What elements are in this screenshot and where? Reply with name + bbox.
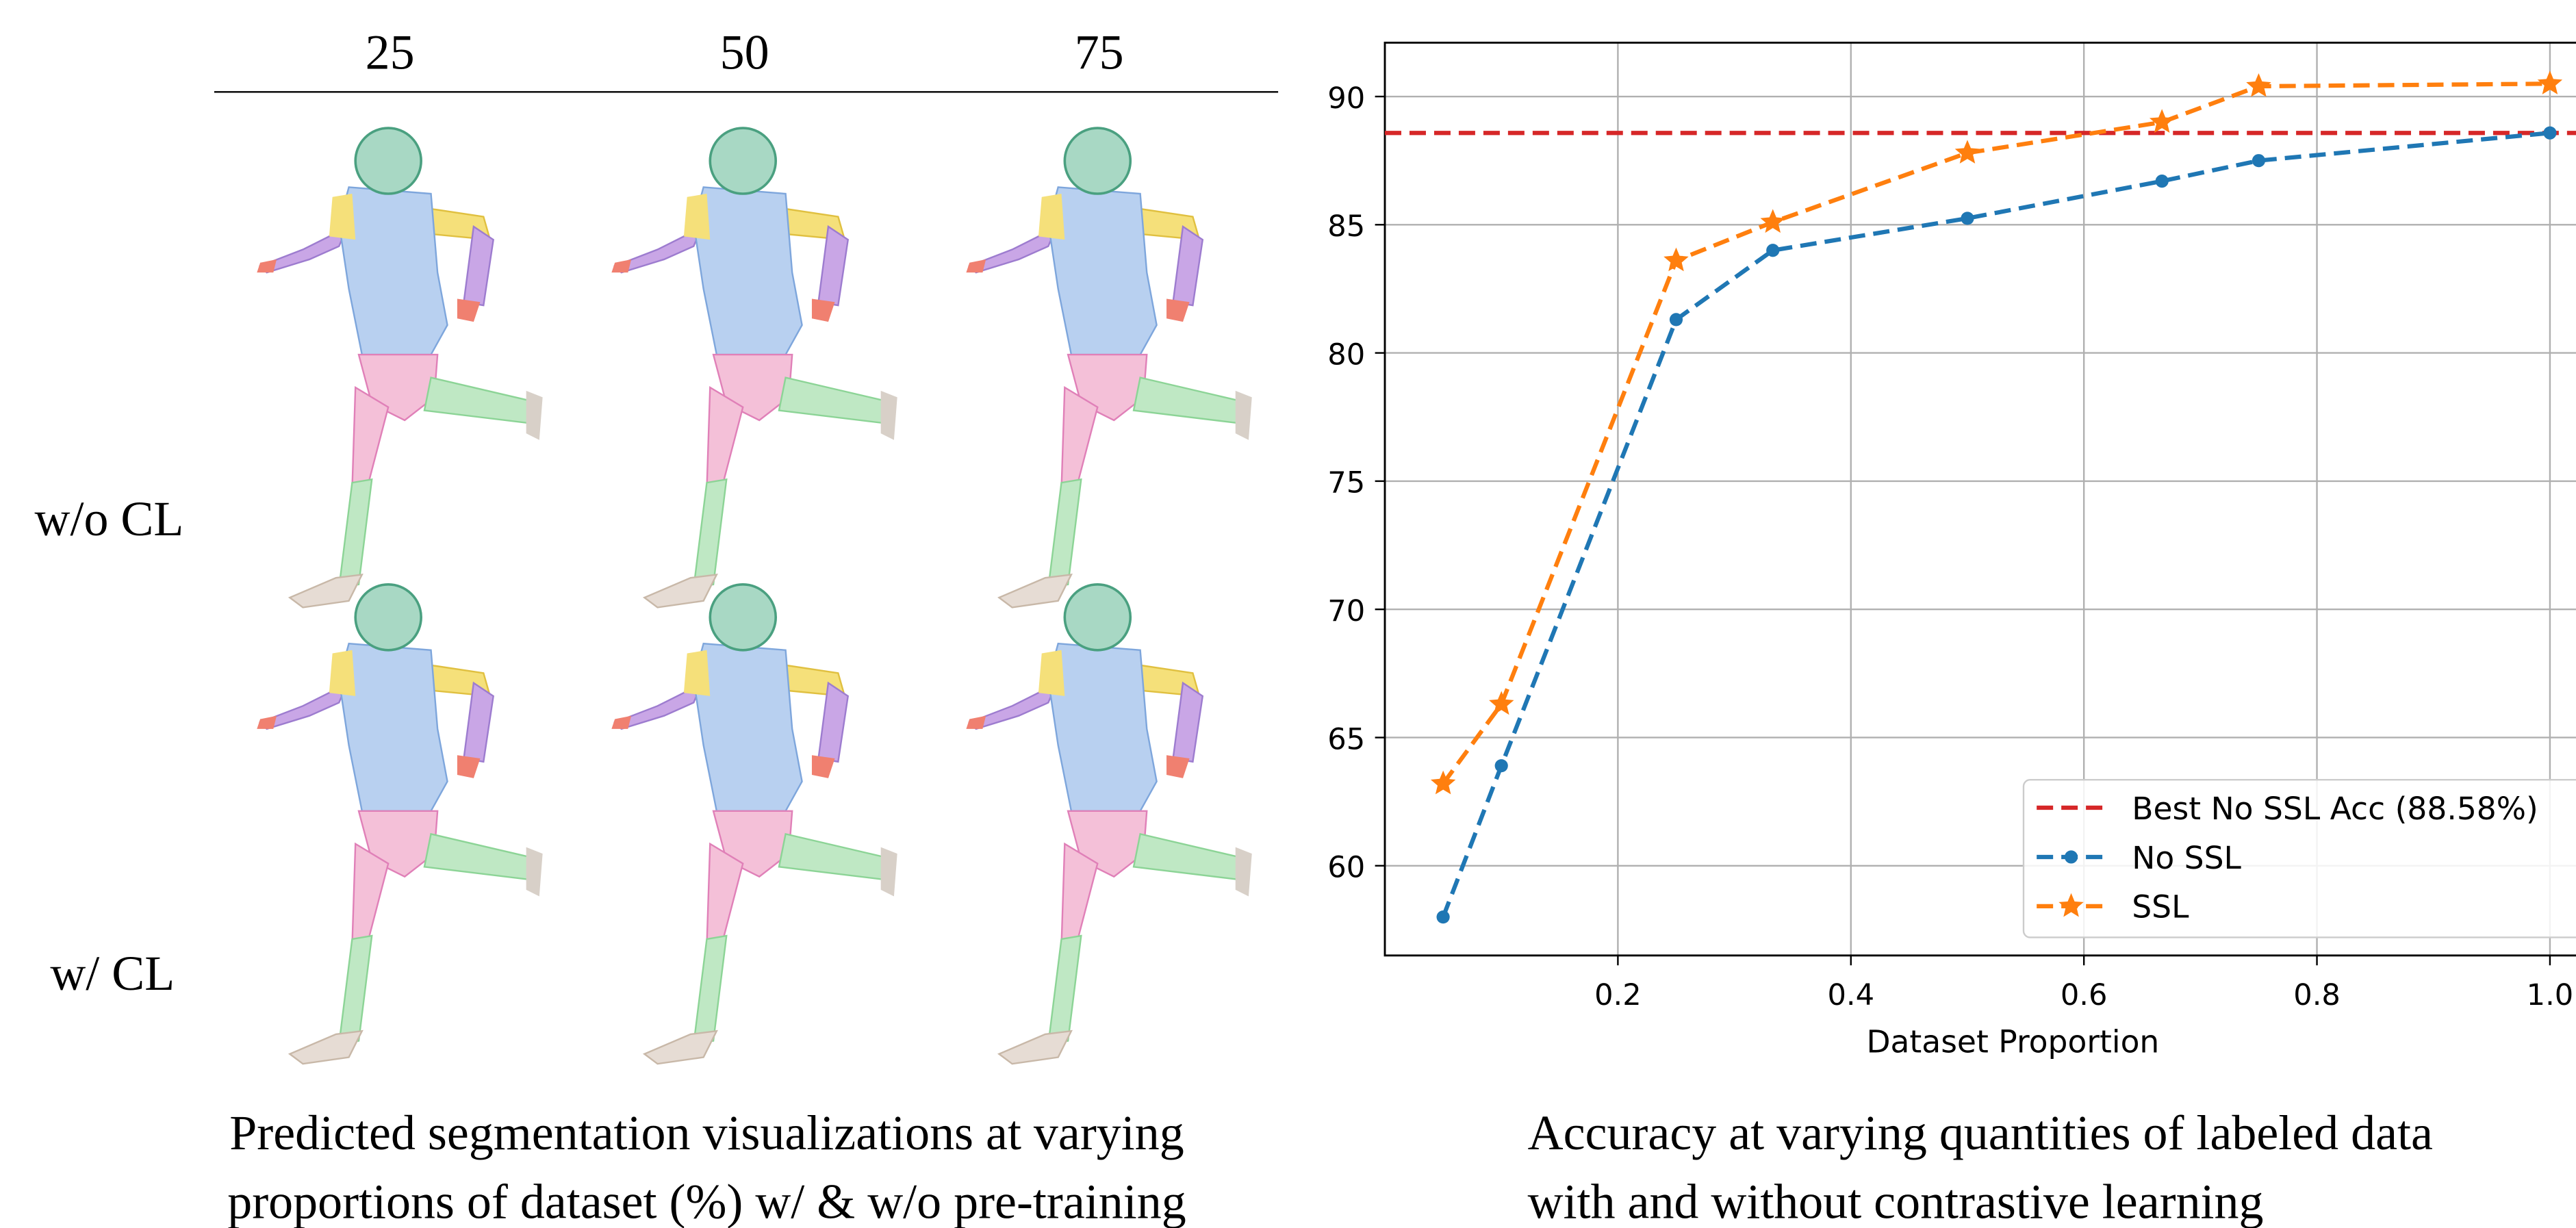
page: {"figure": { "columns": ["25", "50", "75… (0, 0, 2576, 1228)
caption: proportions of dataset (%) w/ & w/o pre-… (227, 1175, 1186, 1228)
row-label: w/o CL (35, 491, 184, 546)
legend-marker (2065, 850, 2078, 863)
series-line (1443, 84, 2550, 784)
data-point (1663, 248, 1688, 272)
x-axis-label: Dataset Proportion (1866, 1023, 2159, 1060)
column-header: 75 (1075, 25, 1124, 80)
data-point (1670, 313, 1683, 326)
data-point (1766, 244, 1779, 257)
legend-label: Best No SSL Acc (88.58%) (2132, 791, 2538, 827)
data-point (2150, 109, 2174, 133)
data-point (2543, 127, 2556, 140)
segmentation-mesh (611, 128, 897, 607)
x-tick-label: 0.4 (1827, 978, 1874, 1012)
data-point (1961, 212, 1974, 225)
y-tick-label: 90 (1327, 81, 1365, 116)
column-header: 50 (720, 25, 769, 80)
y-tick-label: 70 (1327, 594, 1365, 628)
data-point (2252, 154, 2265, 167)
y-tick-label: 75 (1327, 466, 1365, 500)
plot: 60 65 70 75 80 85 90 0.2 0.4 0.6 0.8 1.0 Dataset Pro… (1327, 42, 2576, 1060)
caption: Predicted segmentation visualizations at… (229, 1105, 1184, 1160)
figure: 25 50 75 w/o CL w/ CL Predicted segmenta… (0, 0, 2576, 1228)
y-tick-label: 80 (1327, 337, 1365, 372)
segmentation-mesh (611, 585, 897, 1064)
segmentation-mesh (257, 585, 542, 1064)
caption: with and without contrastive learning (1528, 1175, 2264, 1228)
legend-label: No SSL (2132, 840, 2241, 876)
segmentation-mesh (966, 128, 1251, 607)
data-point (2246, 73, 2271, 97)
data-point (1489, 691, 1514, 715)
data-point (1437, 910, 1450, 923)
segmentation-mesh (966, 585, 1251, 1064)
x-tick-label: 0.6 (2061, 978, 2108, 1012)
data-point (1495, 759, 1508, 772)
x-tick-label: 0.8 (2293, 978, 2341, 1012)
data-point (1955, 140, 1980, 164)
data-point (1761, 209, 1785, 233)
x-tick-label: 0.2 (1594, 978, 1642, 1012)
y-tick-label: 60 (1327, 851, 1365, 885)
caption: Accuracy at varying quantities of labele… (1528, 1105, 2433, 1160)
column-header: 25 (366, 25, 415, 80)
x-tick-label: 1.0 (2527, 978, 2574, 1012)
data-point (2156, 175, 2169, 188)
y-tick-label: 85 (1327, 209, 1365, 244)
segmentation-mesh (257, 128, 542, 607)
y-tick-label: 65 (1327, 722, 1365, 756)
legend-label: SSL (2132, 889, 2189, 925)
row-label: w/ CL (50, 946, 175, 1001)
